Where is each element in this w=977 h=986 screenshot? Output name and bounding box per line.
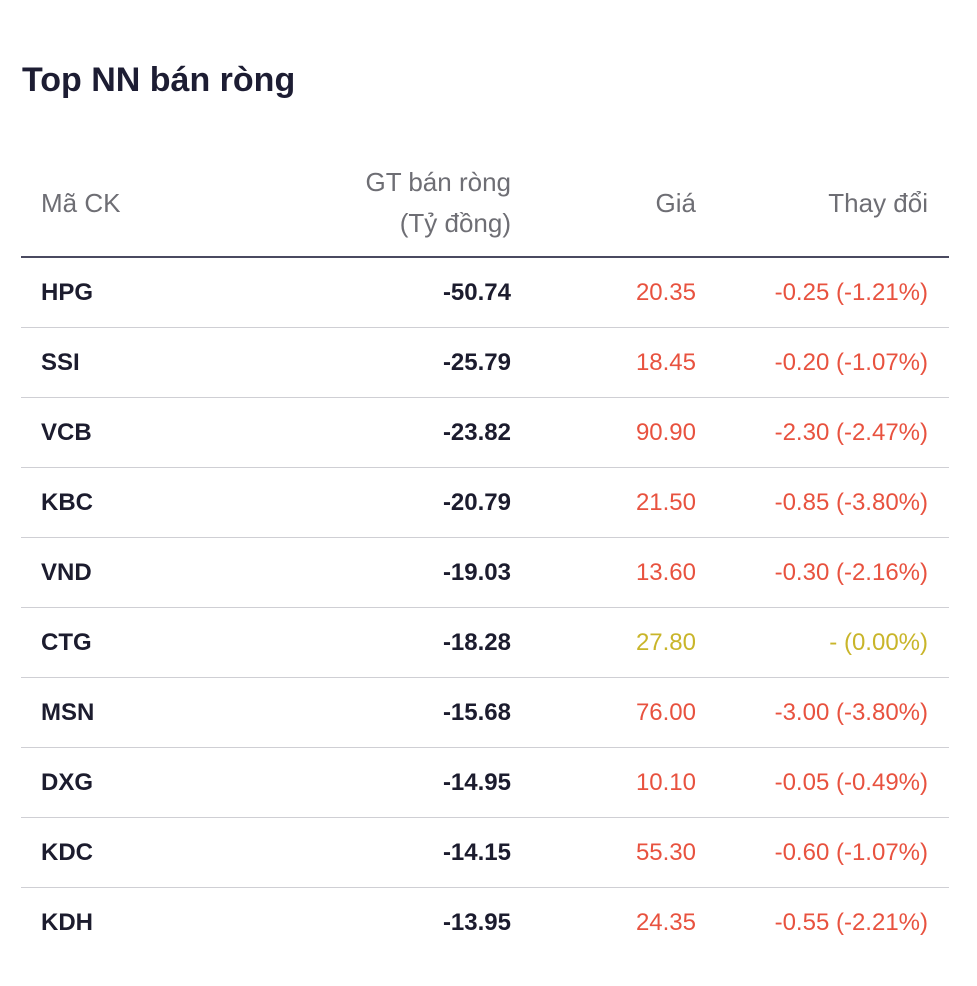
table-row[interactable]: KDC -14.15 55.30 -0.60 (-1.07%)	[21, 817, 949, 888]
column-header-change[interactable]: Thay đổi	[696, 150, 928, 258]
price-cell: 20.35	[511, 257, 696, 328]
price-cell: 24.35	[635, 908, 696, 936]
net-sell-value-cell: -13.95	[442, 908, 511, 936]
table-row[interactable]: KDH -13.95 24.35 -0.55 (-2.21%)	[21, 888, 949, 958]
change-cell: -0.85 (-3.80%)	[696, 467, 928, 538]
change-cell: -0.60 (-1.07%)	[696, 817, 928, 888]
net-sell-value-cell: -14.15	[161, 817, 511, 888]
widget-title: Top NN bán ròng	[22, 61, 296, 99]
symbol-cell[interactable]: SSI	[41, 327, 161, 398]
symbol-cell[interactable]: MSN	[41, 677, 161, 748]
table-row[interactable]: VND -19.03 13.60 -0.30 (-2.16%)	[21, 537, 949, 608]
table-row[interactable]: SSI -25.79 18.45 -0.20 (-1.07%)	[21, 327, 949, 398]
net-sell-value-cell: -15.68	[161, 677, 511, 748]
symbol-cell[interactable]: KDC	[41, 817, 161, 888]
change-cell: -0.20 (-1.07%)	[696, 327, 928, 398]
change-cell: -0.05 (-0.49%)	[696, 747, 928, 818]
change-cell: -0.25 (-1.21%)	[696, 257, 928, 328]
table-row[interactable]: DXG -14.95 10.10 -0.05 (-0.49%)	[21, 747, 949, 818]
price-cell: 55.30	[511, 817, 696, 888]
net-sell-value-cell: -50.74	[161, 257, 511, 328]
table-body: HPG -50.74 20.35 -0.25 (-1.21%) SSI -25.79 18.…	[21, 257, 949, 957]
price-cell: 18.45	[511, 327, 696, 398]
net-sell-value-cell: -20.79	[161, 467, 511, 538]
net-sell-value-cell: -14.95	[161, 747, 511, 818]
net-sell-value-cell: -25.79	[161, 327, 511, 398]
column-header-net-sell[interactable]: GT bán ròng (Tỷ đồng)	[161, 150, 511, 258]
change-cell: - (0.00%)	[696, 607, 928, 678]
header-row: Mã CK GT bán ròng (Tỷ đồng) Giá Thay đổi	[21, 150, 949, 258]
price-cell: 90.90	[511, 397, 696, 468]
net-sell-table: Mã CK GT bán ròng (Tỷ đồng) Giá Thay đổi…	[21, 150, 949, 957]
table-header: Mã CK GT bán ròng (Tỷ đồng) Giá Thay đổi	[21, 150, 949, 258]
price-cell: 21.50	[511, 467, 696, 538]
symbol-cell[interactable]: DXG	[41, 747, 161, 818]
table-row[interactable]: CTG -18.28 27.80- (0.00%)	[21, 607, 949, 678]
change-cell: -2.30 (-2.47%)	[696, 397, 928, 468]
net-sell-value-cell: -18.28	[161, 607, 511, 678]
change-cell: -0.55 (-2.21%)	[774, 908, 928, 936]
column-header-price[interactable]: Giá	[511, 150, 696, 258]
symbol-cell[interactable]: VCB	[41, 397, 161, 468]
table-row[interactable]: MSN -15.68 76.00 -3.00 (-3.80%)	[21, 677, 949, 748]
price-cell: 76.00	[511, 677, 696, 748]
table-row[interactable]: KBC -20.79 21.50 -0.85 (-3.80%)	[21, 467, 949, 538]
symbol-cell[interactable]: KBC	[41, 467, 161, 538]
price-cell: 13.60	[511, 537, 696, 608]
symbol-cell[interactable]: KDH	[41, 908, 93, 936]
price-cell: 27.80	[511, 607, 696, 678]
symbol-cell[interactable]: CTG	[41, 607, 161, 678]
net-sell-value-cell: -19.03	[161, 537, 511, 608]
price-cell: 10.10	[511, 747, 696, 818]
table-row[interactable]: VCB -23.82 90.90 -2.30 (-2.47%)	[21, 397, 949, 468]
change-cell: -3.00 (-3.80%)	[696, 677, 928, 748]
table-row[interactable]: HPG -50.74 20.35 -0.25 (-1.21%)	[21, 257, 949, 328]
column-header-net-sell-line1: GT bán ròng	[365, 167, 511, 197]
change-cell: -0.30 (-2.16%)	[696, 537, 928, 608]
column-header-symbol[interactable]: Mã CK	[41, 150, 161, 258]
symbol-cell[interactable]: VND	[41, 537, 161, 608]
net-sell-value-cell: -23.82	[161, 397, 511, 468]
column-header-net-sell-unit: (Tỷ đồng)	[399, 208, 511, 238]
symbol-cell[interactable]: HPG	[41, 257, 161, 328]
